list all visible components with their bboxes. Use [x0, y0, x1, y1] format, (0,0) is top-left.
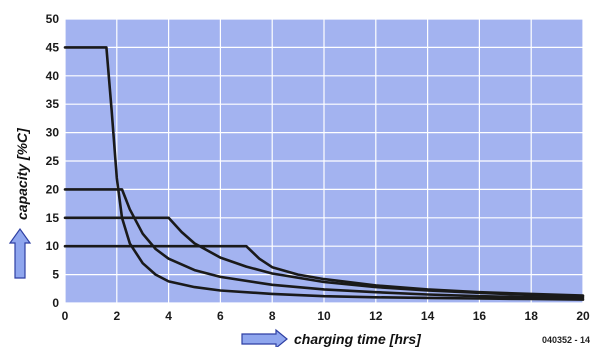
y-tick-label: 45 [46, 40, 60, 54]
y-tick-label: 40 [46, 69, 60, 83]
x-axis-title: charging time [hrs] [294, 331, 422, 347]
x-tick-label: 8 [269, 309, 276, 323]
x-tick-label: 6 [217, 309, 224, 323]
x-tick-label: 2 [113, 309, 120, 323]
x-tick-label: 18 [525, 309, 539, 323]
tick-labels: 0 2 4 6 8 10 12 14 16 18 20 0 5 10 15 20 25 30 35 40 45 50 [46, 12, 590, 323]
y-tick-label: 25 [46, 154, 60, 168]
grid [64, 18, 584, 304]
x-tick-label: 0 [62, 309, 69, 323]
x-tick-label: 14 [421, 309, 435, 323]
y-tick-label: 5 [52, 268, 59, 282]
series-line-1 [63, 46, 585, 301]
x-axis-arrow-icon [241, 328, 288, 347]
y-tick-label: 30 [46, 126, 60, 140]
x-tick-label: 12 [369, 309, 383, 323]
y-axis-title: capacity [%C] [14, 127, 30, 220]
series-line-4 [63, 244, 585, 297]
y-axis-arrow-icon [8, 227, 32, 279]
y-tick-label: 20 [46, 182, 60, 196]
series-lines [63, 46, 585, 301]
x-tick-label: 10 [317, 309, 331, 323]
y-tick-label: 0 [52, 296, 59, 310]
figure-code: 040352 - 14 [542, 335, 590, 345]
x-tick-label: 20 [576, 309, 590, 323]
y-tick-label: 10 [46, 239, 60, 253]
y-tick-label: 15 [46, 211, 60, 225]
y-tick-label: 35 [46, 97, 60, 111]
y-tick-label: 50 [46, 12, 60, 26]
x-tick-label: 4 [165, 309, 172, 323]
x-tick-label: 16 [473, 309, 487, 323]
